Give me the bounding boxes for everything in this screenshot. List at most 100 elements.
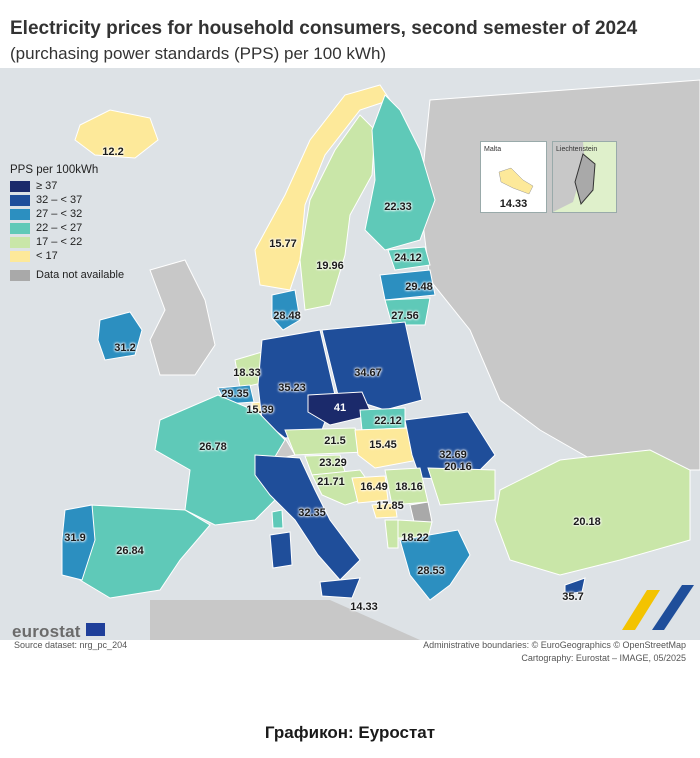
country-sweden xyxy=(299,114,376,311)
value-label-bulgaria: 20.16 xyxy=(444,461,472,473)
value-label-turkiye: 20.18 xyxy=(573,516,601,528)
legend-swatch xyxy=(10,269,30,281)
legend-swatch xyxy=(10,208,30,220)
country-estonia xyxy=(387,246,431,271)
value-label-cyprus: 35.7 xyxy=(562,591,584,603)
value-label-malta: 14.33 xyxy=(350,601,378,613)
legend-label: 22 – < 27 xyxy=(36,222,83,234)
inset-label: Malta xyxy=(484,146,502,153)
value-label-italy: 32.35 xyxy=(298,507,326,519)
inset-liechtenstein: Liechtenstein xyxy=(552,141,617,213)
country-corsica xyxy=(271,509,284,529)
value-label-lithuania: 27.56 xyxy=(391,310,419,322)
chart-caption: Графикон: Еуростат xyxy=(264,723,436,742)
value-label-france: 26.78 xyxy=(199,441,227,453)
inset-malta: Malta 14.33 xyxy=(480,141,547,213)
legend-label: < 17 xyxy=(36,250,58,262)
eurostat-logo: eurostat xyxy=(12,622,81,641)
country-sicily xyxy=(319,577,361,599)
malta-value: 14.33 xyxy=(499,198,528,210)
legend-item: 17 – < 22 xyxy=(10,235,124,249)
value-label-denmark: 28.48 xyxy=(273,310,301,322)
map-legend: PPS per 100kWh ≥ 37 32 – < 37 27 – < 32 … xyxy=(10,164,124,282)
value-label-iceland: 12.2 xyxy=(102,146,124,158)
value-label-luxembourg: 15.39 xyxy=(246,404,274,416)
value-label-austria: 21.5 xyxy=(324,435,346,447)
country-norway xyxy=(254,84,391,291)
legend-item-na: Data not available xyxy=(10,268,124,282)
country-poland xyxy=(321,321,423,411)
value-label-portugal: 31.9 xyxy=(64,532,86,544)
value-label-germany: 35.23 xyxy=(278,382,306,394)
map-title: Electricity prices for household consume… xyxy=(10,18,638,39)
legend-swatch xyxy=(10,236,30,248)
country-bulgaria xyxy=(427,467,496,506)
country-hungary xyxy=(354,427,419,469)
value-label-sweden: 19.96 xyxy=(316,260,344,272)
eurostat-corner-graphic xyxy=(622,585,694,630)
country-latvia xyxy=(379,269,436,301)
value-label-belgium: 29.35 xyxy=(221,388,249,400)
value-label-serbia: 18.16 xyxy=(395,481,423,493)
country-france xyxy=(154,394,286,526)
value-label-poland: 34.67 xyxy=(354,367,382,379)
value-label-montenegro: 17.85 xyxy=(376,500,404,512)
country-lithuania xyxy=(384,297,431,326)
value-label-norway: 15.77 xyxy=(269,238,297,250)
value-label-estonia: 24.12 xyxy=(394,252,422,264)
source-note: Source dataset: nrg_pc_204 xyxy=(14,640,128,650)
country-serbia xyxy=(384,467,429,506)
legend-label: 27 – < 32 xyxy=(36,208,83,220)
malta-shape xyxy=(498,167,534,195)
value-label-netherlands: 18.33 xyxy=(233,367,261,379)
country-denmark xyxy=(271,289,301,331)
value-label-finland: 22.33 xyxy=(384,201,412,213)
legend-item: 32 – < 37 xyxy=(10,193,124,207)
map-subtitle: (purchasing power standards (PPS) per 10… xyxy=(10,44,387,63)
country-portugal xyxy=(61,504,96,581)
legend-item: ≥ 37 xyxy=(10,179,124,193)
value-label-hungary: 15.45 xyxy=(369,439,397,451)
country-finland xyxy=(364,94,436,251)
country-bosnia xyxy=(351,475,389,504)
country-albania xyxy=(384,519,399,549)
country-iceland xyxy=(74,109,159,159)
land-africa xyxy=(150,600,420,640)
admin-boundaries-note: Administrative boundaries: © EuroGeograp… xyxy=(423,640,686,650)
legend-item: 22 – < 27 xyxy=(10,221,124,235)
value-label-croatia: 21.71 xyxy=(317,476,345,488)
country-montenegro xyxy=(371,502,398,519)
legend-item: 27 – < 32 xyxy=(10,207,124,221)
value-label-slovenia: 23.29 xyxy=(319,457,347,469)
country-greece xyxy=(399,529,471,601)
country-turkiye xyxy=(494,449,691,576)
legend-swatch xyxy=(10,222,30,234)
legend-title: PPS per 100kWh xyxy=(10,164,99,176)
legend-label: 17 – < 22 xyxy=(36,236,83,248)
value-label-ireland: 31.2 xyxy=(114,342,136,354)
cartography-note: Cartography: Eurostat – IMAGE, 05/2025 xyxy=(521,653,686,663)
inset-label: Liechtenstein xyxy=(556,146,598,153)
value-label-bosnia: 16.49 xyxy=(360,481,388,493)
legend-label: Data not available xyxy=(36,269,125,281)
legend-item: < 17 xyxy=(10,249,124,263)
value-label-spain: 26.84 xyxy=(116,545,144,557)
value-label-czechia: 41 xyxy=(333,402,347,414)
land-uk xyxy=(149,259,216,376)
country-cyprus xyxy=(564,577,586,595)
legend-label: 32 – < 37 xyxy=(36,194,83,206)
legend-label: ≥ 37 xyxy=(36,180,58,192)
value-label-latvia: 29.48 xyxy=(405,281,433,293)
liechtenstein-shape xyxy=(553,142,616,212)
country-czechia xyxy=(307,391,373,426)
country-sardinia xyxy=(269,531,293,569)
value-label-north-macedonia: 18.22 xyxy=(401,532,429,544)
legend-swatch xyxy=(10,194,30,206)
value-label-greece: 28.53 xyxy=(417,565,445,577)
eu-flag-icon xyxy=(86,623,105,636)
value-label-romania: 32.69 xyxy=(439,449,467,461)
value-label-slovakia: 22.12 xyxy=(374,415,402,427)
legend-swatch xyxy=(10,180,30,192)
legend-swatch xyxy=(10,250,30,262)
country-ireland xyxy=(97,311,143,361)
